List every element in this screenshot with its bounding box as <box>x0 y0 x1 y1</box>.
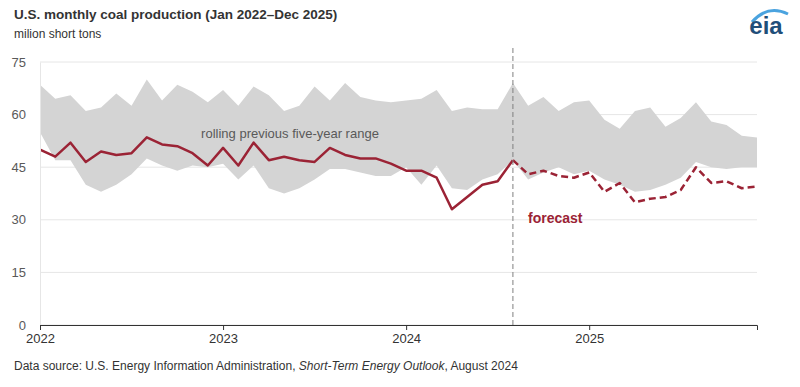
x-tick-label: 2022 <box>26 331 55 346</box>
source-part: Data source: U.S. Energy Information Adm… <box>14 359 299 373</box>
history-line <box>40 137 513 209</box>
grid <box>40 62 757 325</box>
y-tick-label: 75 <box>12 55 26 70</box>
y-tick: 15 <box>12 265 40 280</box>
x-tick: 2022 <box>26 325 55 346</box>
grid-line <box>40 272 757 273</box>
x-tick-label: 2023 <box>209 331 238 346</box>
y-axis: 0 15 30 45 60 75 <box>12 55 41 333</box>
grid-line <box>40 62 757 63</box>
x-tick-mark <box>589 325 590 330</box>
x-tick-label: 2024 <box>392 331 421 346</box>
x-tick-label: 2025 <box>575 331 604 346</box>
x-tick-mark <box>406 325 407 330</box>
series-label: forecast <box>528 210 583 226</box>
chart-container: U.S. monthly coal production (Jan 2022–D… <box>0 0 800 387</box>
source-part: , August 2024 <box>444 359 518 373</box>
x-tick: 2024 <box>392 325 421 346</box>
y-tick-label: 60 <box>12 107 26 122</box>
x-tick-mark <box>40 325 41 330</box>
chart-svg: U.S. monthly coal production (Jan 2022–D… <box>0 0 800 387</box>
y-tick: 30 <box>12 212 40 227</box>
x-axis: 2022 2023 2024 2025 <box>26 325 757 346</box>
logo: eia <box>749 12 783 39</box>
series-label: rolling previous five-year range <box>201 126 379 141</box>
x-tick: 2023 <box>209 325 238 346</box>
y-tick: 45 <box>12 160 40 175</box>
plot-area <box>40 80 757 210</box>
subtitle: milion short tons <box>14 27 101 41</box>
y-tick: 75 <box>12 55 40 70</box>
x-tick-mark <box>223 325 224 330</box>
y-axis-line <box>40 63 41 326</box>
forecast-divider <box>512 48 513 325</box>
source-part: Short-Term Energy Outlook <box>299 359 446 373</box>
forecast-line <box>513 160 757 202</box>
grid-line <box>40 219 757 220</box>
y-tick: 60 <box>12 107 40 122</box>
title: U.S. monthly coal production (Jan 2022–D… <box>14 7 337 22</box>
series-labels: rolling previous five-year range forecast <box>201 126 583 226</box>
y-tick-label: 15 <box>12 265 26 280</box>
x-tick: 2025 <box>575 325 604 346</box>
y-tick-label: 0 <box>19 318 26 333</box>
y-tick-label: 45 <box>12 160 26 175</box>
y-tick-label: 30 <box>12 212 26 227</box>
source: Data source: U.S. Energy Information Adm… <box>14 359 518 373</box>
x-axis-line <box>41 326 758 331</box>
